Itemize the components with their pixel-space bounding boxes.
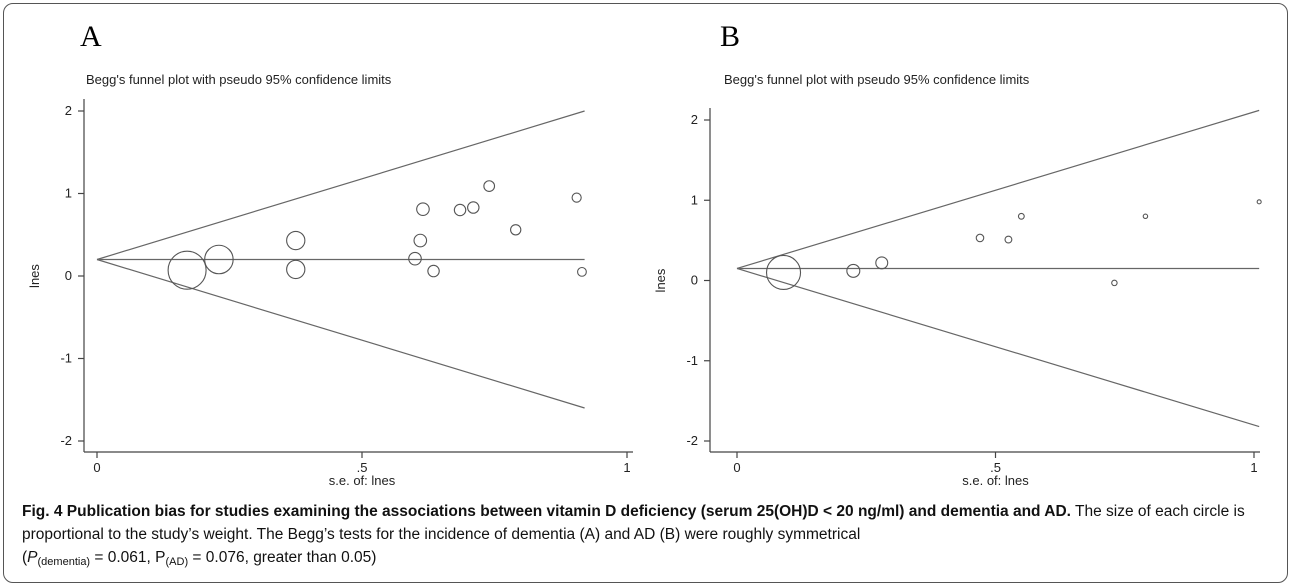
plot-a-study-point [427,264,440,278]
caption-p1-sub: (dementia) [37,556,91,568]
caption-bold-text: Publication bias for studies examining t… [66,503,1071,520]
plot-a-study-point [483,180,496,192]
plot-a-study-point [467,201,480,214]
caption-body: The size of each circle is proportional … [22,503,1245,543]
plot-a-study-point [416,202,430,216]
plot-a-study-point [286,259,306,280]
plot-a-study-point [577,266,587,277]
plot-a-study-point [167,250,207,290]
plot-b-study-point [1256,199,1262,205]
plot-a-y-axis-label: lnes [27,264,42,288]
plot-b-study-point [1017,212,1025,220]
plot-a-study-point [408,251,422,266]
funnel-plot-a: -2 -1 0 1 2 0 .5 1 s.e. of: lnes lnes [27,99,633,488]
plot-a-y-tick-label: 2 [65,103,72,118]
panel-a-letter: A [80,20,102,53]
plot-b-study-point [765,254,802,291]
plot-b-x-tick-label: .5 [990,460,1001,475]
plot-a-y-tick-label: 0 [65,268,72,283]
plot-b-study-point [846,263,861,278]
plot-a-x-tick-label: 0 [93,460,100,475]
plot-a-x-axis-label: s.e. of: lnes [329,473,396,488]
plot-b-x-tick-label: 0 [733,460,740,475]
plot-b-study-point [975,233,985,243]
plot-a-study-point [286,230,306,251]
panel-a-title: Begg's funnel plot with pseudo 95% confi… [86,72,392,87]
plot-b-y-tick-label: -1 [686,353,698,368]
plot-a-x-tick-label: 1 [623,460,630,475]
plot-a-study-point [204,244,234,275]
plot-b-study-point [1111,279,1118,287]
plot-a-study-point [413,233,428,248]
plot-b-study-point [875,256,889,270]
caption-p2-sub: (AD) [165,556,189,568]
plot-b-study-point [1142,213,1149,220]
plot-a-y-tick-label: 1 [65,186,72,201]
plot-b-upper-limit-line [736,109,1260,270]
plot-a-y-tick-label: -1 [60,351,72,366]
panel-b-title: Begg's funnel plot with pseudo 95% confi… [724,72,1030,87]
plot-b-x-tick-label: 1 [1250,460,1257,475]
plot-b-y-axis-label: lnes [653,268,668,292]
plot-b-y-tick-label: 2 [691,112,698,127]
plot-a-upper-limit-line [96,110,585,261]
plot-b-y-tick-label: -2 [686,433,698,448]
plot-a-y-tick-label: -2 [60,433,72,448]
plot-b-y-tick-label: 1 [691,192,698,207]
plot-a-study-point [453,203,467,217]
caption-fig-label: Fig. 4 [22,503,63,520]
figure-frame [3,3,1288,583]
figure-caption: Fig. 4 Publication bias for studies exam… [22,500,1272,574]
caption-p1-symbol: P [27,549,38,566]
plot-a-study-point [571,192,582,203]
plot-a-study-point [510,224,522,236]
plot-b-y-tick-label: 0 [691,273,698,288]
caption-stats-open: ( [22,549,28,566]
plot-a-lower-limit-line [96,258,585,409]
caption-p1-value: = 0.061, [90,549,156,566]
caption-p2-value: = 0.076, greater than 0.05) [188,549,377,566]
funnel-plot-b: -2 -1 0 1 2 0 .5 1 s.e. of: lnes lnes [653,108,1262,488]
plot-b-x-axis-label: s.e. of: lnes [962,473,1029,488]
plot-b-lower-limit-line [736,267,1260,428]
caption-p2-symbol: P [155,549,166,566]
plot-b-study-point [1004,235,1013,244]
panel-b-letter: B [720,20,741,53]
plot-a-x-tick-label: .5 [357,460,368,475]
